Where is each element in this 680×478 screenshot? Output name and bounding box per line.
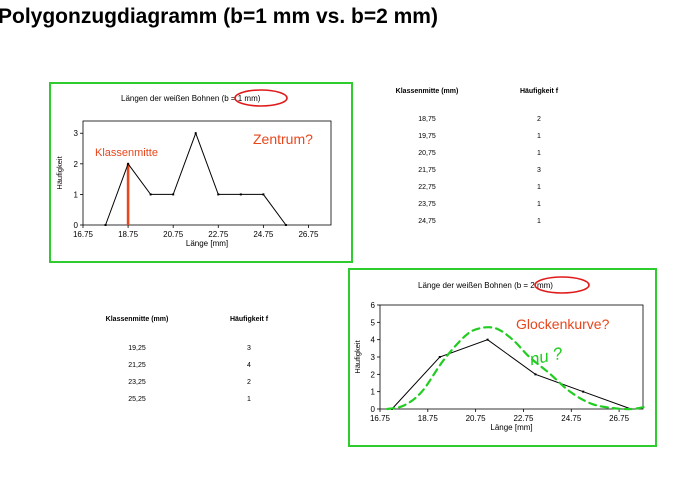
frequency-table-b1mm: Klassenmitte (mm) Häufigkeit f 18,75 2 19,75… <box>390 88 600 238</box>
y-tick-label: 0 <box>371 405 376 414</box>
data-point <box>262 193 265 196</box>
y-tick-label: 1 <box>371 388 376 397</box>
title-red-circle <box>534 276 590 294</box>
header-haeufigkeit: Häufigkeit f <box>229 316 269 323</box>
cell-haeufigkeit: 1 <box>537 133 541 140</box>
x-tick-label: 20.75 <box>163 230 184 239</box>
x-tick-label: 24.75 <box>253 230 274 239</box>
data-point <box>149 193 152 196</box>
chart-title-prefix: Längen der weißen Bohnen <box>121 94 222 103</box>
data-point <box>172 193 175 196</box>
x-tick-label: 18.75 <box>418 414 439 423</box>
x-tick-label: 20.75 <box>466 414 487 423</box>
title-red-circle <box>234 89 288 107</box>
cell-klassenmitte: 21,75 <box>418 167 436 174</box>
y-tick-label: 3 <box>74 129 79 138</box>
x-tick-label: 26.75 <box>298 230 319 239</box>
cell-haeufigkeit: 4 <box>247 362 251 369</box>
header-klassenmitte: Klassenmitte (mm) <box>105 316 169 323</box>
x-tick-label: 16.75 <box>73 230 94 239</box>
data-point <box>438 356 441 358</box>
data-point <box>194 132 197 135</box>
chart-title-circled: (b = 2 mm) <box>514 281 553 290</box>
cell-klassenmitte: 24,75 <box>418 218 436 225</box>
cell-klassenmitte: 20,75 <box>418 150 436 157</box>
y-tick-label: 4 <box>371 336 376 345</box>
cell-klassenmitte: 19,75 <box>418 133 436 140</box>
cell-haeufigkeit: 3 <box>247 345 251 352</box>
chart-b1mm-svg: Längen der weißen Bohnen (b = 1 mm) 0 1 2 3 1… <box>55 89 332 248</box>
cell-klassenmitte: 18,75 <box>418 116 436 123</box>
x-tick-label: 26.75 <box>609 414 630 423</box>
cell-haeufigkeit: 1 <box>537 218 541 225</box>
x-axis-label: Länge [mm] <box>490 423 532 432</box>
bell-curve-dashed <box>386 326 648 411</box>
series-line <box>391 339 632 410</box>
x-tick-label: 24.75 <box>561 414 582 423</box>
handwritten-note: nu ? <box>528 344 565 370</box>
y-tick-label: 3 <box>371 353 376 362</box>
chart-b2mm-svg: Länge der weißen Bohnen (b = 2 mm) 0 1 2 3 4 5… <box>353 276 648 432</box>
chart-title: Länge der weißen Bohnen (b = 2 mm) <box>418 281 553 290</box>
data-point <box>239 193 242 196</box>
header-klassenmitte: Klassenmitte (mm) <box>395 88 459 95</box>
cell-haeufigkeit: 1 <box>537 201 541 208</box>
data-point <box>534 373 537 376</box>
y-tick-label: 0 <box>74 221 79 230</box>
data-point <box>486 338 489 341</box>
chart-b1mm: Längen der weißen Bohnen (b = 1 mm) 0 1 2 3 1… <box>49 82 353 263</box>
header-haeufigkeit: Häufigkeit f <box>519 88 559 95</box>
x-tick-label: 22.75 <box>208 230 229 239</box>
chart-b2mm: Länge der weißen Bohnen (b = 2 mm) 0 1 2 3 4 5… <box>348 268 657 447</box>
klassenmitte-label: Klassenmitte <box>95 147 158 159</box>
cell-klassenmitte: 23,75 <box>418 201 436 208</box>
y-tick-label: 1 <box>74 190 79 199</box>
data-point <box>127 162 130 165</box>
data-point <box>582 390 585 393</box>
cell-haeufigkeit: 1 <box>247 396 251 403</box>
chart-title-prefix: Länge der weißen Bohnen <box>418 281 514 290</box>
cell-klassenmitte: 25,25 <box>128 396 146 403</box>
plot-area <box>82 120 332 226</box>
x-tick-label: 18.75 <box>118 230 139 239</box>
cell-klassenmitte: 19,25 <box>128 345 146 352</box>
cell-haeufigkeit: 2 <box>537 116 541 123</box>
x-tick-label: 22.75 <box>513 414 534 423</box>
y-axis-label: Häufigkeit <box>55 155 64 189</box>
y-tick-label: 5 <box>371 318 376 327</box>
data-point <box>217 193 220 196</box>
chart-title-circled: (b = 1 mm) <box>222 94 261 103</box>
data-point <box>284 224 287 226</box>
y-axis-label: Häufigkeit <box>353 339 362 373</box>
cell-klassenmitte: 22,75 <box>418 184 436 191</box>
x-axis-label: Länge [mm] <box>186 239 228 248</box>
cell-haeufigkeit: 1 <box>537 184 541 191</box>
cell-haeufigkeit: 2 <box>247 379 251 386</box>
zentrum-question: Zentrum? <box>253 131 313 147</box>
cell-klassenmitte: 21,25 <box>128 362 146 369</box>
cell-haeufigkeit: 3 <box>537 167 541 174</box>
cell-klassenmitte: 23,25 <box>128 379 146 386</box>
chart-title: Längen der weißen Bohnen (b = 1 mm) <box>121 94 261 103</box>
y-tick-label: 2 <box>371 370 376 379</box>
x-tick-label: 16.75 <box>370 414 391 423</box>
y-tick-label: 2 <box>74 160 79 169</box>
frequency-table-b2mm: Klassenmitte (mm) Häufigkeit f 19,25 3 21,25… <box>100 316 310 416</box>
slide-title: Polygonzugdiagramm (b=1 mm vs. b=2 mm) <box>0 5 438 28</box>
data-point <box>104 224 107 226</box>
cell-haeufigkeit: 1 <box>537 150 541 157</box>
y-tick-label: 6 <box>371 301 376 310</box>
glockenkurve-question: Glockenkurve? <box>516 316 610 332</box>
